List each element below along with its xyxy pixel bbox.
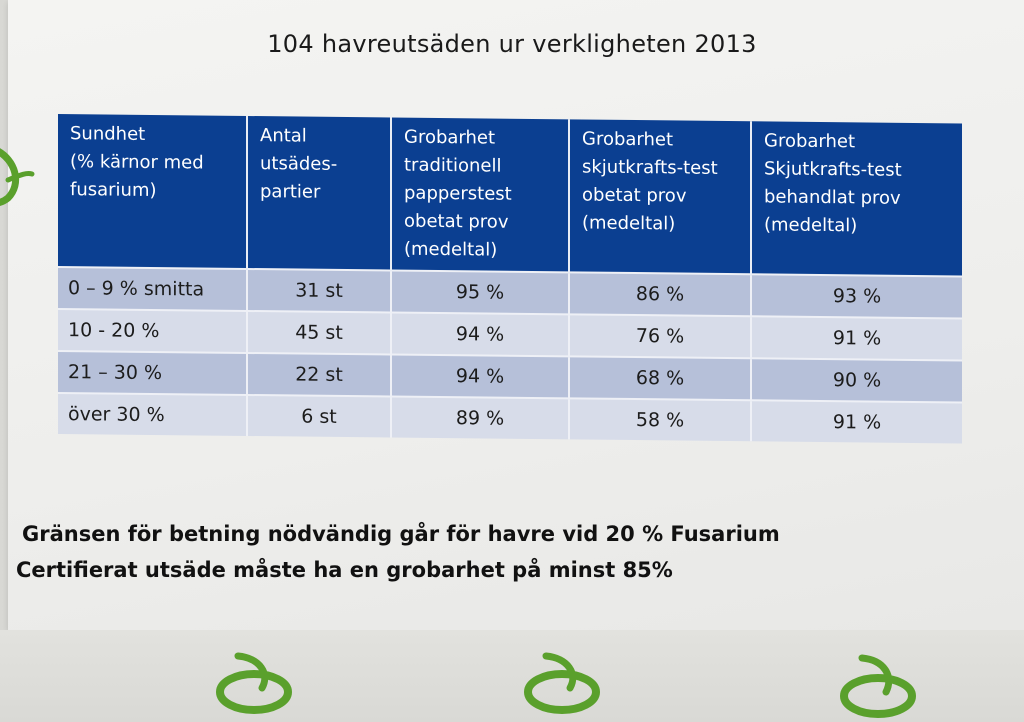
cell-papperstest: 95 % bbox=[391, 270, 569, 315]
cell-sundhet: över 30 % bbox=[58, 393, 247, 436]
leaf-swirl-logo-icon bbox=[524, 652, 600, 714]
page-title: 104 havreutsäden ur verkligheten 2013 bbox=[267, 30, 757, 58]
cell-antal: 31 st bbox=[247, 268, 391, 313]
leaf-swirl-logo-icon bbox=[216, 652, 292, 714]
cell-skjutkraft-obetat: 86 % bbox=[569, 272, 751, 317]
cell-skjutkraft-behandlat: 91 % bbox=[751, 316, 962, 361]
header-skjutkraft-behandlat: Grobarhet Skjutkrafts-test behandlat pro… bbox=[751, 121, 962, 277]
header-skjutkraft-obetat: Grobarhet skjutkrafts-test obetat prov (… bbox=[569, 119, 751, 275]
cell-papperstest: 89 % bbox=[391, 396, 569, 440]
cell-antal: 22 st bbox=[247, 352, 391, 397]
cell-skjutkraft-behandlat: 91 % bbox=[751, 400, 962, 444]
cell-sundhet: 21 – 30 % bbox=[58, 351, 247, 395]
table-header-row: Sundhet (% kärnor med fusarium) Antal ut… bbox=[58, 114, 962, 277]
leaf-swirl-logo-icon bbox=[0, 148, 35, 206]
cell-antal: 6 st bbox=[247, 394, 391, 438]
cell-sundhet: 10 - 20 % bbox=[58, 309, 247, 353]
cell-skjutkraft-obetat: 68 % bbox=[569, 356, 751, 401]
cell-sundhet: 0 – 9 % smitta bbox=[58, 267, 247, 311]
note-threshold: Gränsen för betning nödvändig går för ha… bbox=[22, 522, 780, 546]
cell-papperstest: 94 % bbox=[391, 354, 569, 399]
cell-skjutkraft-obetat: 58 % bbox=[569, 398, 751, 442]
cell-antal: 45 st bbox=[247, 310, 391, 355]
header-sundhet: Sundhet (% kärnor med fusarium) bbox=[58, 114, 247, 269]
cell-skjutkraft-obetat: 76 % bbox=[569, 314, 751, 359]
germination-table: Sundhet (% kärnor med fusarium) Antal ut… bbox=[58, 114, 962, 444]
note-certified: Certifierat utsäde måste ha en grobarhet… bbox=[16, 558, 673, 582]
leaf-swirl-logo-icon bbox=[840, 654, 916, 718]
header-antal: Antal utsädes- partier bbox=[247, 115, 391, 271]
cell-papperstest: 94 % bbox=[391, 312, 569, 357]
cell-skjutkraft-behandlat: 93 % bbox=[751, 274, 962, 319]
header-papperstest: Grobarhet traditionell papperstest obeta… bbox=[391, 117, 569, 273]
cell-skjutkraft-behandlat: 90 % bbox=[751, 358, 962, 403]
